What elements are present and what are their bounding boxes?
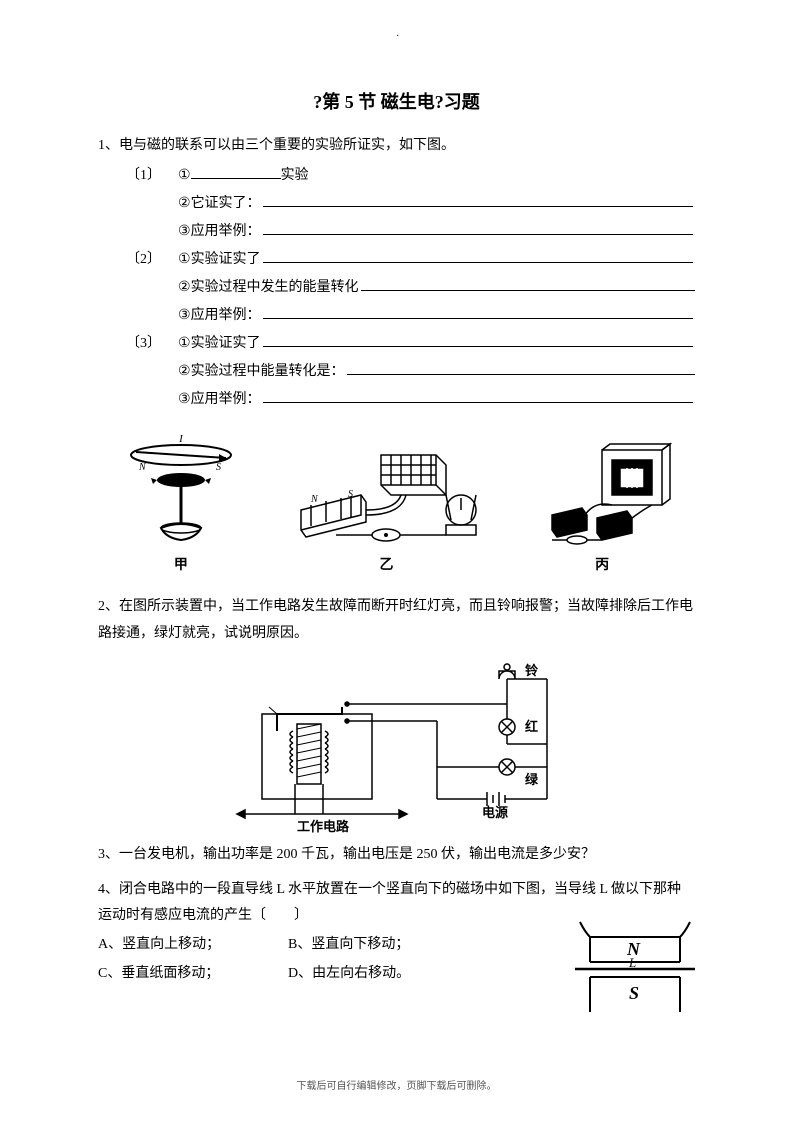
q4-option-b[interactable]: B、竖直向下移动； (288, 932, 478, 959)
svg-text:工作电路: 工作电路 (297, 819, 350, 834)
q1-intro: 1、电与磁的联系可以由三个重要的实验所证实，如下图。 (98, 132, 695, 160)
page-footer: 下载后可自行编辑修改，页脚下载后可删除。 (0, 1077, 793, 1092)
q1-p1-l1: 〔1〕 ① 实验 (98, 162, 695, 190)
q4-option-c[interactable]: C、垂直纸面移动； (98, 961, 288, 988)
svg-text:S: S (216, 462, 221, 473)
q4-figure: N S L (565, 917, 705, 1017)
svg-text:红: 红 (525, 719, 538, 734)
fill-blank[interactable] (263, 303, 693, 319)
line-after: 实验 (281, 162, 309, 190)
q1-p2-l3: ③ 应用举例： (98, 302, 695, 330)
page-title: ?第 5 节 磁生电?习题 (98, 88, 695, 114)
figure-label-jia: 甲 (174, 554, 188, 574)
motor-experiment-icon (532, 440, 672, 550)
svg-text:I: I (178, 433, 184, 445)
q1-p3-l1: 〔3〕 ① 实验证实了 (98, 330, 695, 358)
q1-p1-l3: ③ 应用举例： (98, 218, 695, 246)
q1-p3-l3: ③ 应用举例： (98, 386, 695, 414)
q3-text: 3、一台发电机，输出功率是 200 千瓦，输出电压是 250 伏，输出电流是多少… (98, 842, 695, 869)
q1-p1-l2: ② 它证实了： (98, 190, 695, 218)
svg-text:L: L (628, 955, 636, 970)
magnet-conductor-icon: N S L (565, 917, 705, 1017)
line-marker: ① (178, 162, 191, 190)
q1-figures: I N S 甲 (98, 424, 695, 574)
relay-circuit-icon: 工作电路 (207, 659, 587, 834)
figure-label-bing: 丙 (595, 554, 609, 574)
svg-text:电源: 电源 (482, 805, 508, 820)
svg-text:S: S (348, 489, 353, 500)
q4-container: 4、闭合电路中的一段直导线 L 水平放置在一个竖直向下的磁场中如下图，当导线 L… (98, 877, 695, 987)
svg-text:绿: 绿 (525, 772, 539, 787)
svg-text:N: N (138, 462, 147, 473)
q2-figure: 工作电路 (98, 659, 695, 834)
part-num: 〔1〕 (126, 162, 178, 190)
q1-p2-l2: ② 实验过程中发生的能量转化 (98, 274, 695, 302)
figure-label-yi: 乙 (379, 554, 393, 574)
line-before: 应用举例： (191, 302, 261, 330)
fill-blank[interactable] (263, 247, 693, 263)
oersted-experiment-icon: I N S (121, 430, 241, 550)
q4-option-a[interactable]: A、竖直向上移动； (98, 932, 288, 959)
q1-p3-l2: ② 实验过程中能量转化是： (98, 358, 695, 386)
fill-blank[interactable] (263, 331, 693, 347)
line-before: 实验过程中能量转化是： (191, 358, 345, 386)
line-before: 实验过程中发生的能量转化 (191, 274, 359, 302)
line-marker: ② (178, 274, 191, 302)
line-marker: ① (178, 330, 191, 358)
line-before: 应用举例： (191, 218, 261, 246)
svg-text:N: N (310, 494, 319, 505)
q4-option-d[interactable]: D、由左向右移动。 (288, 961, 478, 988)
q1-p2-l1: 〔2〕 ① 实验证实了 (98, 246, 695, 274)
fill-blank[interactable] (263, 191, 693, 207)
line-before: 它证实了： (191, 190, 261, 218)
fill-blank[interactable] (347, 359, 695, 375)
line-marker: ② (178, 358, 191, 386)
part-num: 〔2〕 (126, 246, 178, 274)
line-marker: ① (178, 246, 191, 274)
svg-text:铃: 铃 (525, 663, 538, 678)
line-marker: ② (178, 190, 191, 218)
line-before: 实验证实了 (191, 330, 261, 358)
fill-blank[interactable] (263, 387, 693, 403)
line-marker: ③ (178, 218, 191, 246)
fill-blank[interactable] (191, 163, 281, 179)
line-marker: ③ (178, 386, 191, 414)
line-before: 应用举例： (191, 386, 261, 414)
figure-bing: 丙 (532, 440, 672, 574)
svg-text:S: S (629, 983, 639, 1003)
fill-blank[interactable] (263, 219, 693, 235)
electromagnetic-induction-icon: N S (286, 440, 486, 550)
figure-jia: I N S 甲 (121, 430, 241, 574)
header-dot: . (397, 28, 400, 39)
fill-blank[interactable] (361, 275, 695, 291)
figure-yi: N S 乙 (286, 440, 486, 574)
line-before: 实验证实了 (191, 246, 261, 274)
q2-text: 2、在图所示装置中，当工作电路发生故障而断开时红灯亮，而且铃响报警；当故障排除后… (98, 594, 695, 647)
part-num: 〔3〕 (126, 330, 178, 358)
line-marker: ③ (178, 302, 191, 330)
